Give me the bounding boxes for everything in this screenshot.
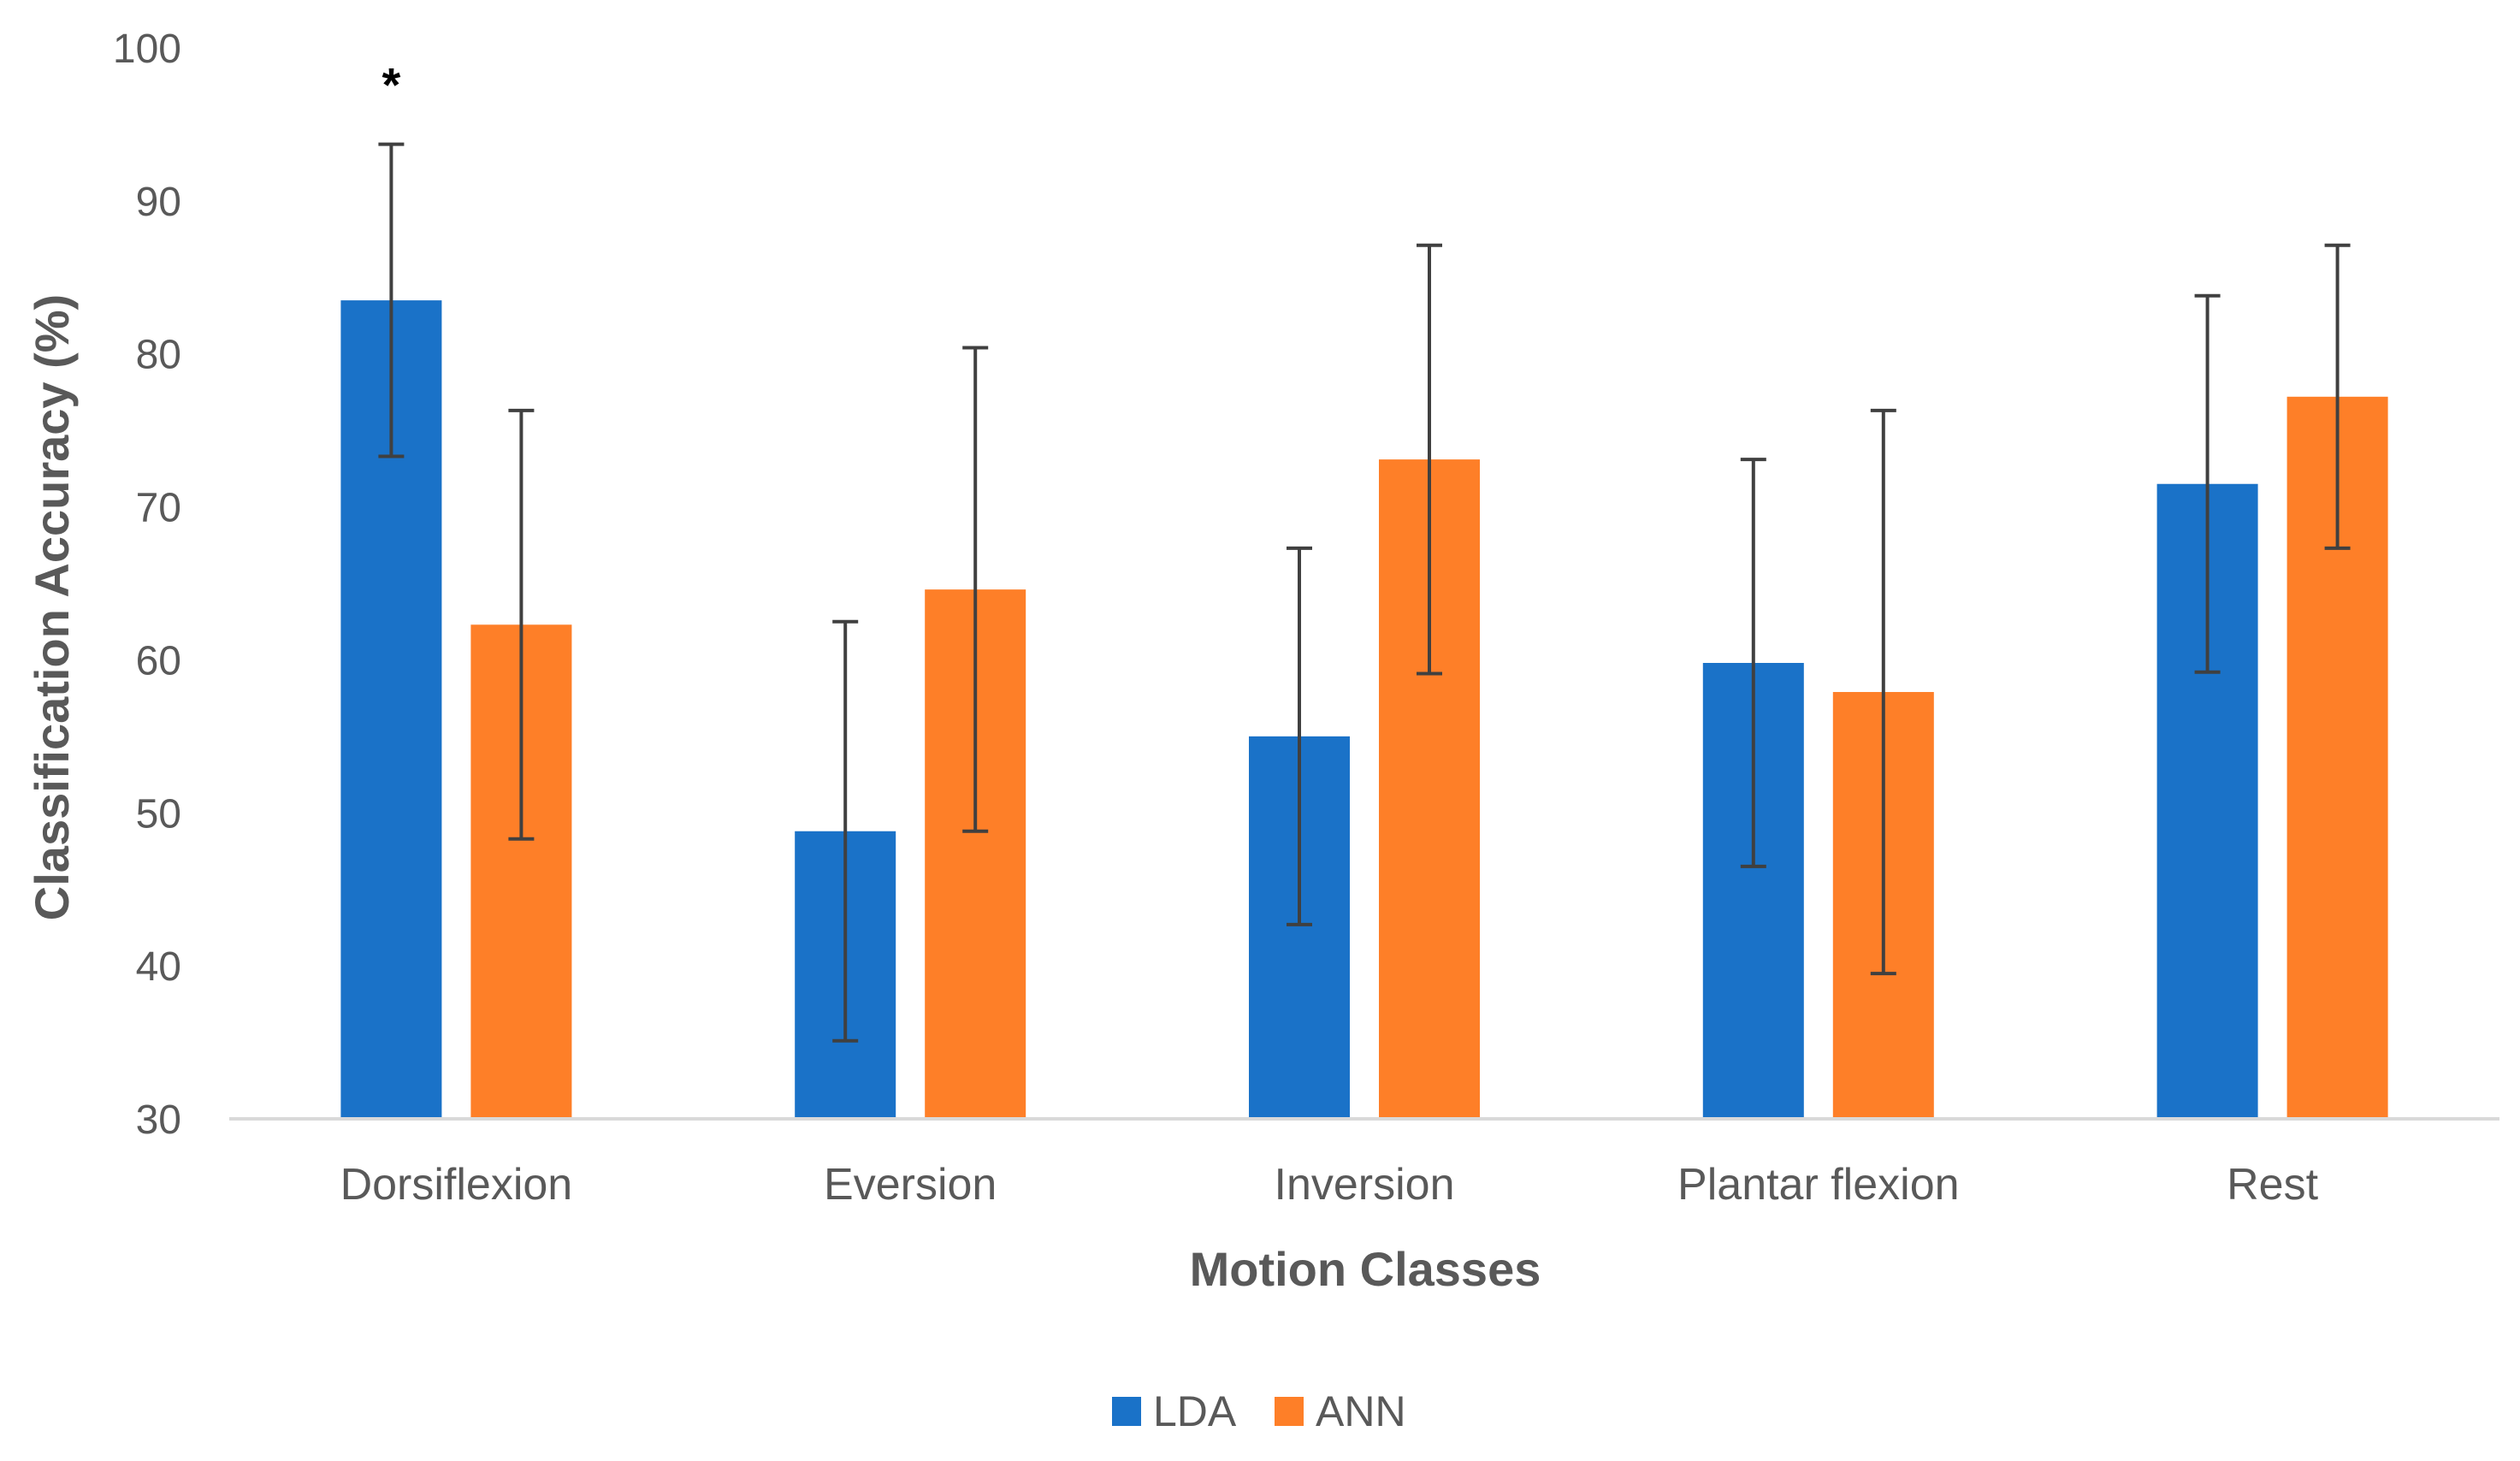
- bars: [340, 300, 2388, 1120]
- y-axis-ticks: 30 40 50 60 70 80 90 100: [113, 27, 181, 1143]
- annotations: *: [382, 58, 401, 112]
- error-bars: [378, 142, 2351, 1043]
- y-tick-label: 80: [136, 333, 181, 378]
- error-bar-lda-inversion: [1287, 546, 1312, 926]
- y-tick-label: 70: [136, 486, 181, 531]
- x-axis-title: Motion Classes: [1190, 1242, 1541, 1296]
- error-bar-lda-plantar-flexion: [1740, 458, 1766, 868]
- error-bar-lda-eversion: [832, 619, 859, 1043]
- legend-label-lda: LDA: [1153, 1387, 1237, 1435]
- x-tick-label: Inversion: [1275, 1160, 1455, 1210]
- legend-label-ann: ANN: [1316, 1387, 1406, 1435]
- y-tick-label: 30: [136, 1097, 181, 1143]
- error-bar-ann-eversion: [962, 346, 989, 833]
- x-tick-label: Eversion: [824, 1160, 997, 1210]
- error-bar-ann-inversion: [1417, 243, 1442, 676]
- legend-swatch-lda: [1112, 1397, 1141, 1426]
- x-tick-label: Rest: [2227, 1160, 2318, 1210]
- y-tick-label: 60: [136, 638, 181, 683]
- error-bar-ann-plantar-flexion: [1870, 408, 1896, 976]
- error-bar-ann-rest: [2324, 243, 2351, 550]
- y-tick-label: 50: [136, 791, 181, 837]
- legend-swatch-ann: [1275, 1397, 1304, 1426]
- error-bar-lda-dorsiflexion: [378, 142, 405, 458]
- x-tick-label: Dorsiflexion: [340, 1160, 573, 1210]
- error-bar-ann-dorsiflexion: [508, 408, 535, 841]
- significance-marker: *: [382, 58, 401, 112]
- x-axis-tick-labels: Dorsiflexion Eversion Inversion Plantar fle…: [340, 1160, 2319, 1210]
- y-tick-label: 90: [136, 180, 181, 225]
- y-tick-label: 40: [136, 944, 181, 990]
- y-axis-title: Classification Accuracy (%): [25, 294, 79, 920]
- x-tick-label: Plantar flexion: [1677, 1160, 1960, 1210]
- y-tick-label: 100: [113, 27, 181, 72]
- legend: LDA ANN: [1112, 1387, 1406, 1435]
- error-bar-lda-rest: [2194, 293, 2221, 674]
